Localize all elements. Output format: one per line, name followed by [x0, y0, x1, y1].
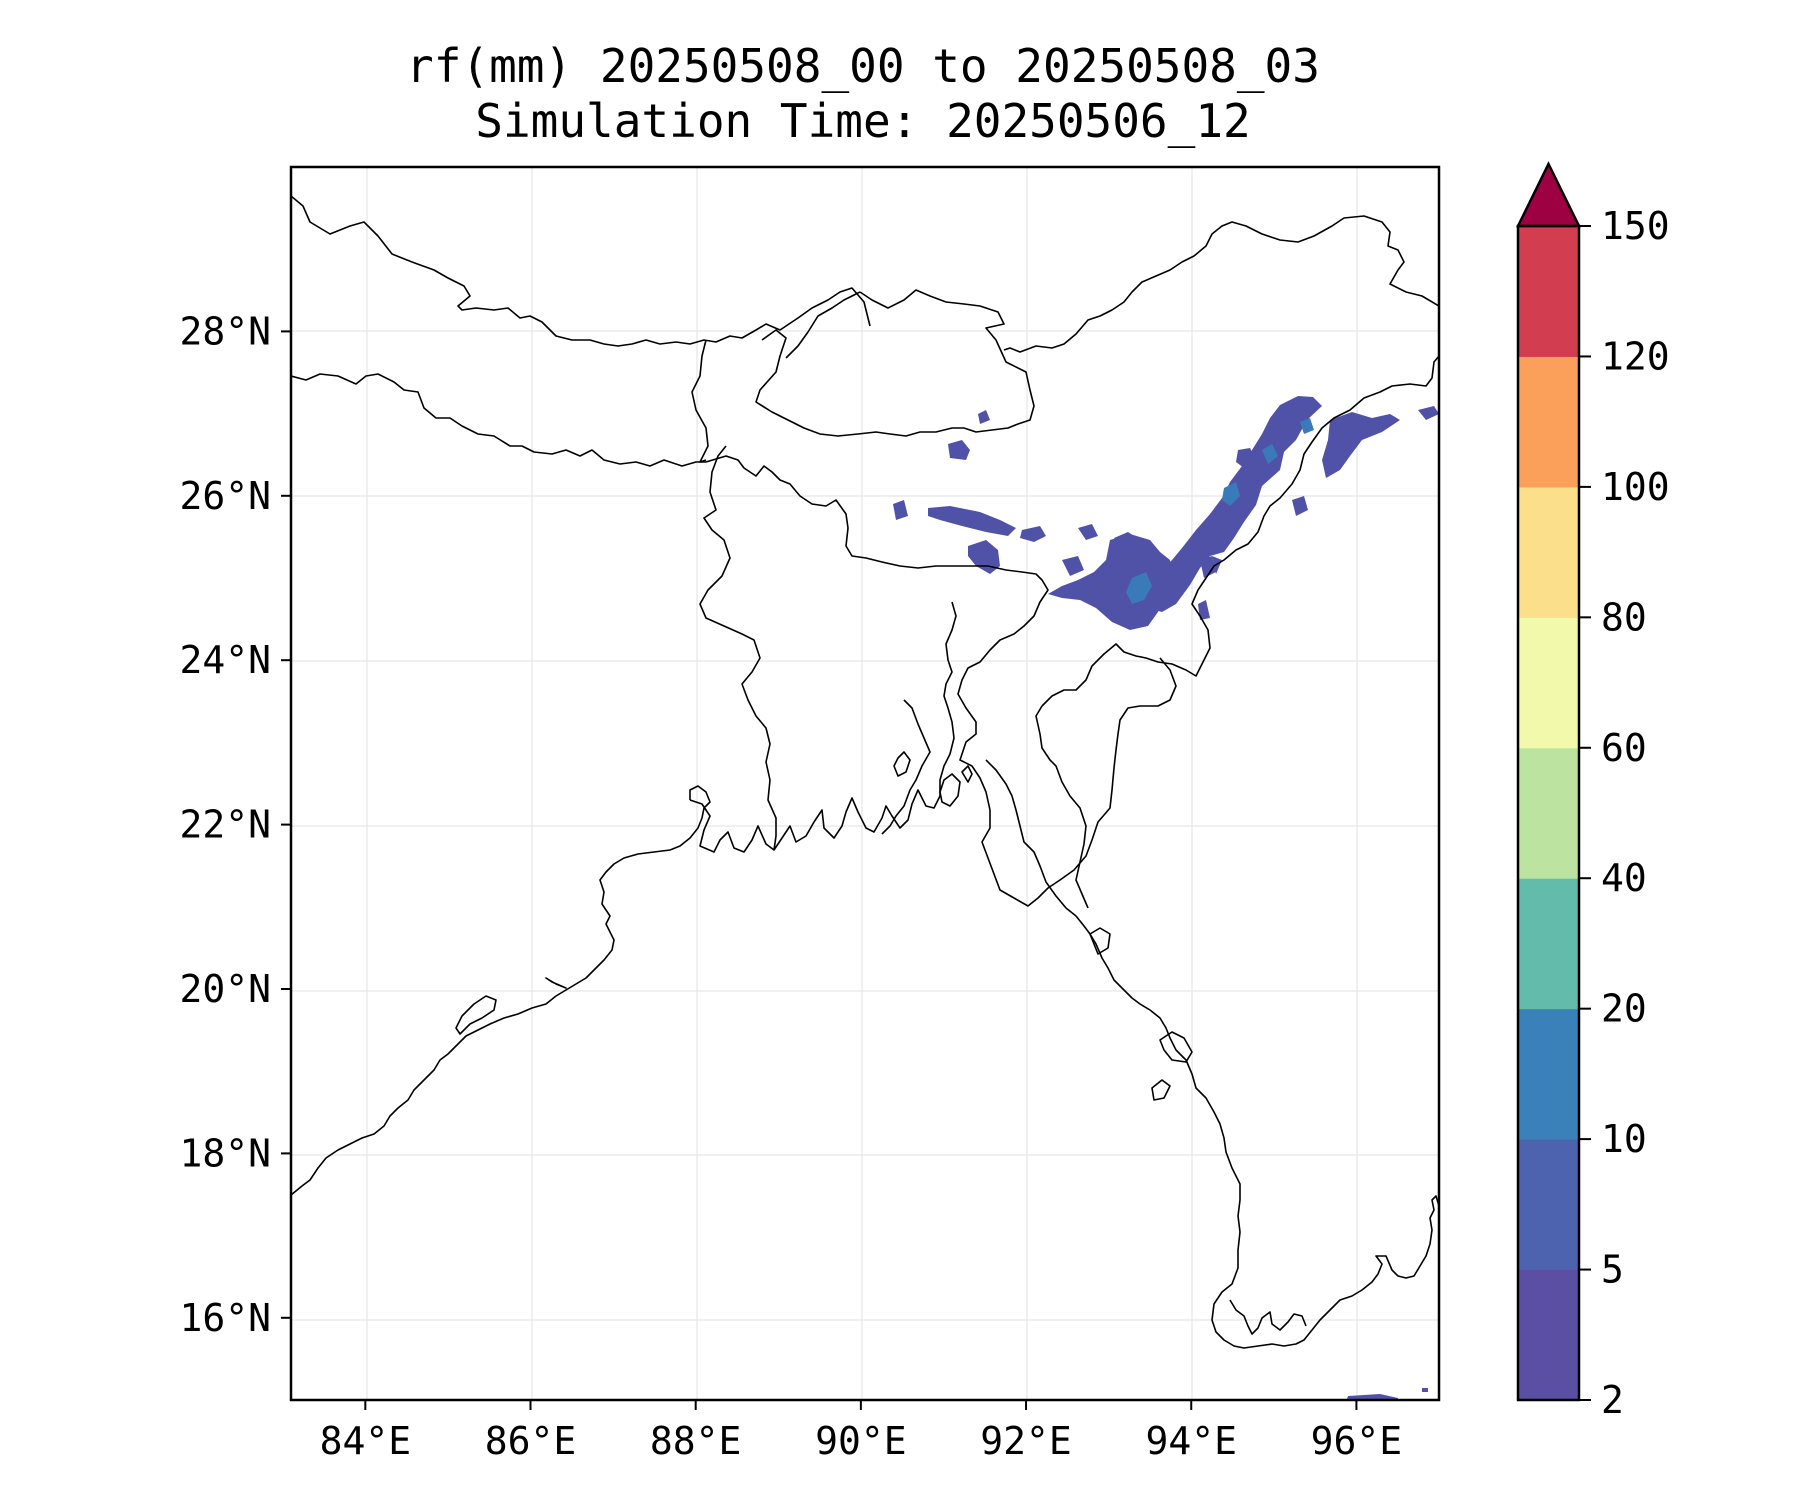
colorbar-tick-label: 60 — [1601, 726, 1647, 770]
colorbar-segment — [1518, 226, 1579, 357]
colorbar-segment — [1518, 878, 1579, 1010]
coast-chittagong — [985, 759, 1439, 1349]
coast-arakan — [1089, 927, 1111, 955]
colorbar-tick-label: 5 — [1601, 1248, 1624, 1292]
colorbar: 2 5 10 20 40 60 80 100 120 150 — [1515, 161, 1670, 1422]
y-tick-label: 16°N — [179, 1296, 271, 1340]
rain-region-cachar — [1114, 532, 1140, 552]
rain-region-n-bengal-2 — [978, 410, 990, 424]
coast-ramree — [1159, 1031, 1193, 1063]
rain-core-dibrugarh — [1300, 418, 1314, 434]
rain-region-assam-small1 — [1236, 448, 1256, 468]
border-mizoram — [1035, 705, 1089, 909]
border-nepal-south — [291, 373, 706, 467]
colorbar-tick-label: 20 — [1601, 987, 1647, 1031]
rain-region-khasi — [1078, 524, 1098, 540]
x-tick-label: 96°E — [1311, 1419, 1403, 1463]
rainfall-contours — [893, 396, 1439, 1400]
rain-region-far-east — [1422, 1388, 1428, 1392]
rain-region-west — [893, 500, 908, 520]
colorbar-segment — [1518, 1269, 1579, 1401]
coast-india-east — [291, 785, 711, 1196]
y-tick-label: 26°N — [179, 474, 271, 518]
colorbar-tick-label: 150 — [1601, 204, 1670, 248]
border-arunachal-north — [1003, 215, 1439, 353]
y-axis-ticks: 28°N 26°N 24°N 22°N 20°N 18°N 16°N — [179, 309, 291, 1340]
rain-region-assam — [1148, 396, 1322, 612]
colorbar-tick-label: 80 — [1601, 595, 1647, 639]
map-frame — [289, 165, 1441, 1402]
rain-region-garo — [1020, 526, 1046, 542]
rain-region-lohit — [1418, 406, 1439, 420]
y-tick-label: 22°N — [179, 803, 271, 847]
coast-sundarbans-2 — [881, 699, 931, 835]
colorbar-segment — [1518, 1139, 1579, 1271]
coast-sandwip — [961, 765, 973, 783]
rain-region-assam-small3 — [1200, 556, 1216, 578]
border-bhutan — [755, 289, 1035, 437]
x-tick-label: 88°E — [650, 1419, 742, 1463]
coast-puri — [545, 977, 567, 989]
coast-ayeyarwady — [1229, 1299, 1307, 1335]
rain-core-barak — [1126, 572, 1152, 604]
y-tick-label: 24°N — [179, 638, 271, 682]
coast-cheduba — [1151, 1079, 1171, 1101]
border-bangladesh — [705, 455, 1049, 811]
rain-region-tripura — [1198, 600, 1210, 620]
x-axis-ticks: 84°E 86°E 88°E 90°E 92°E 94°E 96°E — [320, 1400, 1403, 1463]
colorbar-segment — [1518, 1008, 1579, 1140]
map-gridlines — [291, 167, 1439, 1400]
border-sikkim — [691, 339, 709, 463]
y-tick-label: 18°N — [179, 1131, 271, 1175]
border-tripura — [981, 657, 1177, 907]
rain-region-arunachal-east — [1322, 412, 1400, 478]
coast-bhola — [893, 751, 911, 777]
rain-region-barak — [1048, 534, 1172, 630]
colorbar-segment — [1518, 617, 1579, 749]
map-background — [291, 167, 1439, 1400]
coastlines-and-borders — [291, 195, 1439, 1349]
coast-chilika — [455, 995, 497, 1035]
rain-core-lakhimpur — [1262, 444, 1278, 464]
coast-hatiya — [939, 773, 961, 807]
border-nepal-north — [291, 195, 871, 347]
colorbar-tick-label: 120 — [1601, 334, 1670, 378]
coast-sundarbans — [689, 601, 957, 853]
x-tick-label: 90°E — [815, 1419, 907, 1463]
border-arunachal-east — [1041, 355, 1439, 707]
colorbar-tick-label: 2 — [1601, 1378, 1624, 1422]
title-line1: rf(mm) 20250508_00 to 20250508_03 — [406, 39, 1320, 93]
colorbar-segment — [1518, 486, 1579, 618]
y-tick-label: 28°N — [179, 309, 271, 353]
rain-region-meghalaya — [928, 506, 1016, 536]
title-line2: Simulation Time: 20250506_12 — [475, 94, 1250, 148]
x-tick-label: 94°E — [1145, 1419, 1237, 1463]
x-tick-label: 84°E — [320, 1419, 412, 1463]
colorbar-tick-label: 10 — [1601, 1117, 1647, 1161]
x-tick-label: 92°E — [980, 1419, 1072, 1463]
border-bangladesh-west — [699, 445, 777, 851]
colorbar-tick-label: 100 — [1601, 465, 1670, 509]
rain-region-jaintia — [1062, 556, 1084, 576]
rain-region-andaman — [1346, 1394, 1398, 1400]
rain-region-assam-small2 — [1292, 496, 1308, 516]
colorbar-tick-label: 40 — [1601, 856, 1647, 900]
colorbar-extend-arrow — [1515, 161, 1582, 228]
rain-region-n-bengal — [948, 440, 970, 460]
y-tick-label: 20°N — [179, 967, 271, 1011]
x-tick-label: 86°E — [485, 1419, 577, 1463]
colorbar-frame — [1516, 224, 1581, 1402]
colorbar-segment — [1518, 356, 1579, 488]
colorbar-segment — [1518, 747, 1579, 879]
border-bhutan-2 — [785, 291, 861, 359]
rain-core-assam — [1222, 482, 1240, 506]
